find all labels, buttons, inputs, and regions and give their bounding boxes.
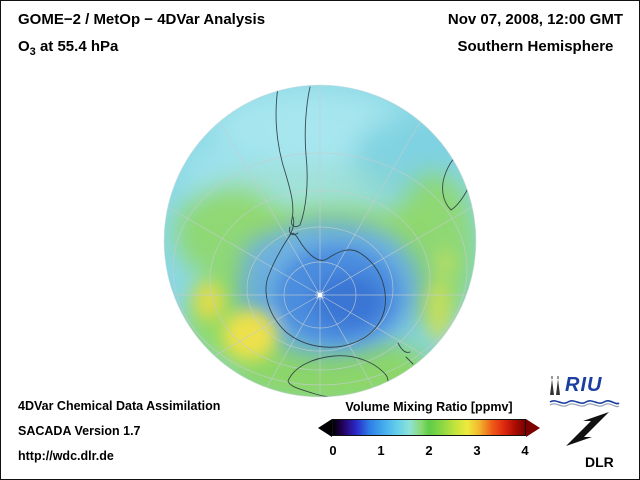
graticule: [164, 85, 476, 397]
coastlines: [265, 86, 475, 397]
figure-subtitle: O3 at 55.4 hPa: [18, 37, 119, 58]
colorbar-tick-4: 4: [521, 443, 529, 458]
colorbar-gradient: [332, 419, 526, 436]
riu-wave-icon: [549, 400, 620, 408]
colorbar-min-arrow: [318, 419, 332, 437]
colorbar: [318, 419, 540, 437]
globe-map: [163, 84, 477, 398]
colorbar-tick-1: 1: [377, 443, 385, 458]
credit-line-assimilation: 4DVar Chemical Data Assimilation: [18, 399, 221, 413]
colorbar-tick-2: 2: [425, 443, 433, 458]
riu-logo: RIU: [548, 375, 626, 413]
coast-new-zealand: [397, 342, 414, 365]
colorbar-tick-3: 3: [473, 443, 481, 458]
dlr-logo: DLR: [563, 411, 621, 470]
riu-cathedral-icon: [550, 376, 560, 395]
credit-line-url: http://wdc.dlr.de: [18, 449, 114, 463]
coast-antarctic-peninsula: [289, 216, 295, 236]
hemisphere-label: Southern Hemisphere: [457, 37, 614, 55]
globe-rim: [163, 84, 477, 398]
colorbar-tick-0: 0: [329, 443, 337, 458]
datetime-label: Nov 07, 2008, 12:00 GMT: [447, 11, 623, 28]
colorbar-max-arrow: [526, 419, 540, 437]
figure-title: GOME−2 / MetOp − 4DVar Analysis: [18, 11, 266, 28]
dlr-logo-text: DLR: [585, 454, 614, 470]
south-pole-marker: [315, 290, 325, 300]
colorbar-title: Volume Mixing Ratio [ppmv]: [345, 400, 513, 414]
colorbar-ticks: 0 1 2 3 4: [318, 443, 540, 459]
dlr-emblem-icon: [566, 412, 609, 446]
ozone-field: [164, 85, 476, 397]
colorbar-block: Volume Mixing Ratio [ppmv] 0 1 2 3 4: [318, 400, 540, 459]
credit-line-version: SACADA Version 1.7: [18, 424, 141, 438]
figure-datetime-block: Nov 07, 2008, 12:00 GMT Southern Hemisph…: [447, 11, 623, 55]
figure-title-block: GOME−2 / MetOp − 4DVar Analysis O3 at 55…: [18, 11, 266, 58]
riu-logo-text: RIU: [565, 374, 603, 396]
credits-block: 4DVar Chemical Data Assimilation SACADA …: [18, 399, 220, 474]
coast-antarctica: [265, 232, 386, 348]
